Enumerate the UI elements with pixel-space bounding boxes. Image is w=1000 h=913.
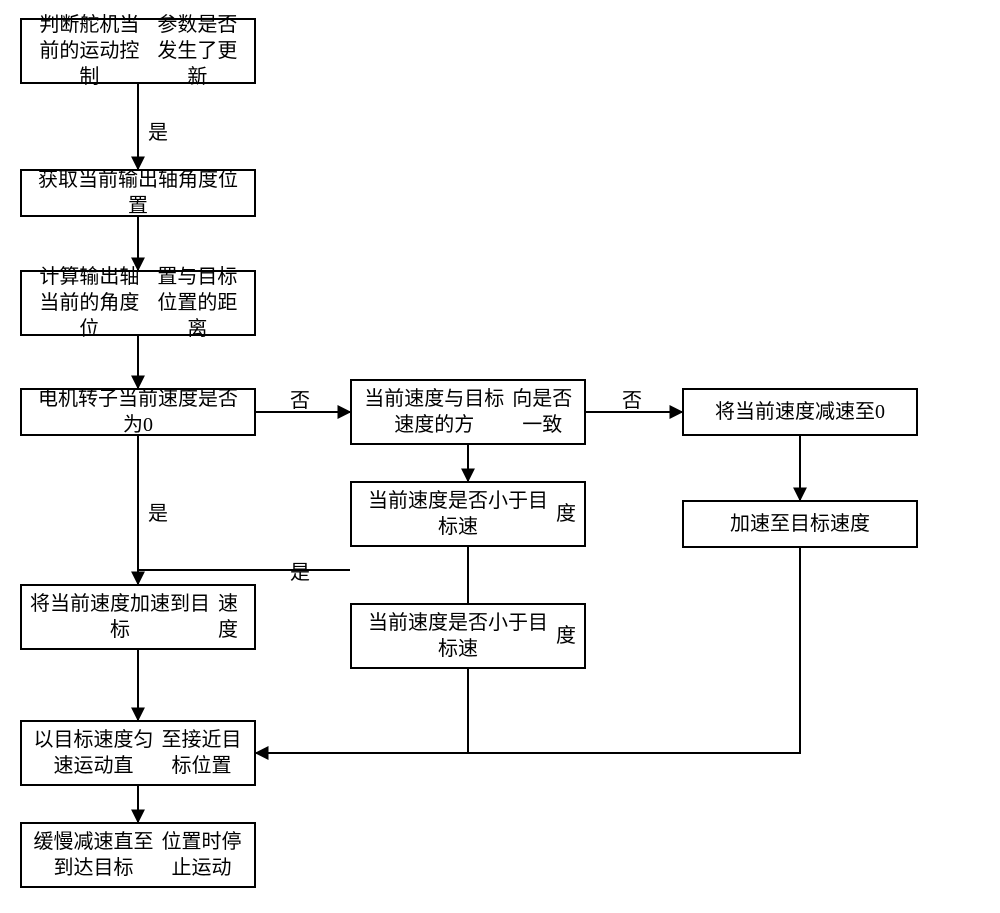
node-n10: 当前速度是否小于目标速度	[350, 603, 586, 669]
node-n3: 计算输出轴当前的角度位置与目标位置的距离	[20, 270, 256, 336]
node-n4: 电机转子当前速度是否为0	[20, 388, 256, 436]
node-n2: 获取当前输出轴角度位置	[20, 169, 256, 217]
edge-label-l1: 是	[148, 116, 168, 145]
node-n9: 当前速度是否小于目标速度	[350, 481, 586, 547]
node-n7: 缓慢减速直至到达目标位置时停止运动	[20, 822, 256, 888]
edge-label-l3: 否	[622, 384, 642, 413]
node-n1: 判断舵机当前的运动控制参数是否发生了更新	[20, 18, 256, 84]
edge-11	[256, 669, 468, 753]
node-n11: 将当前速度减速至0	[682, 388, 918, 436]
node-n8: 当前速度与目标速度的方向是否一致	[350, 379, 586, 445]
edge-label-l5: 是	[290, 556, 310, 585]
edge-label-l4: 是	[148, 497, 168, 526]
node-n5: 将当前速度加速到目标速度	[20, 584, 256, 650]
edge-label-l2: 否	[290, 384, 310, 413]
node-n12: 加速至目标速度	[682, 500, 918, 548]
flowchart-canvas: 判断舵机当前的运动控制参数是否发生了更新获取当前输出轴角度位置计算输出轴当前的角…	[0, 0, 1000, 913]
node-n6: 以目标速度匀速运动直至接近目标位置	[20, 720, 256, 786]
